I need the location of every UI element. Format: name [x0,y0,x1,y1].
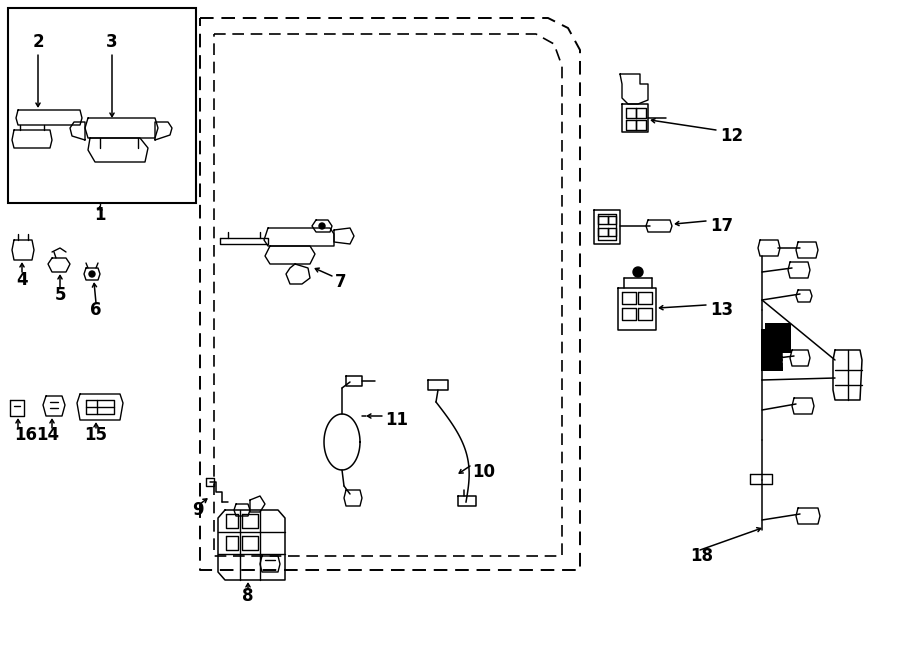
Circle shape [633,267,643,277]
Text: 13: 13 [710,301,734,319]
Text: 1: 1 [94,206,106,224]
Circle shape [319,223,325,229]
Text: 14: 14 [36,426,59,444]
Text: 11: 11 [385,411,408,429]
Text: 9: 9 [193,501,203,519]
Text: 17: 17 [710,217,734,235]
Text: 16: 16 [14,426,37,444]
Text: 8: 8 [242,587,254,605]
Text: 6: 6 [90,301,102,319]
Bar [8,8,196,203]
Text: 18: 18 [690,547,713,565]
Text: 7: 7 [335,273,346,291]
Text: 5: 5 [54,286,66,304]
Text: 15: 15 [85,426,107,444]
Text: 4: 4 [16,271,28,289]
Text: 12: 12 [720,127,743,145]
Text: 10: 10 [472,463,495,481]
Text: 3: 3 [106,33,118,51]
Circle shape [89,271,95,277]
Text: 2: 2 [32,33,44,51]
